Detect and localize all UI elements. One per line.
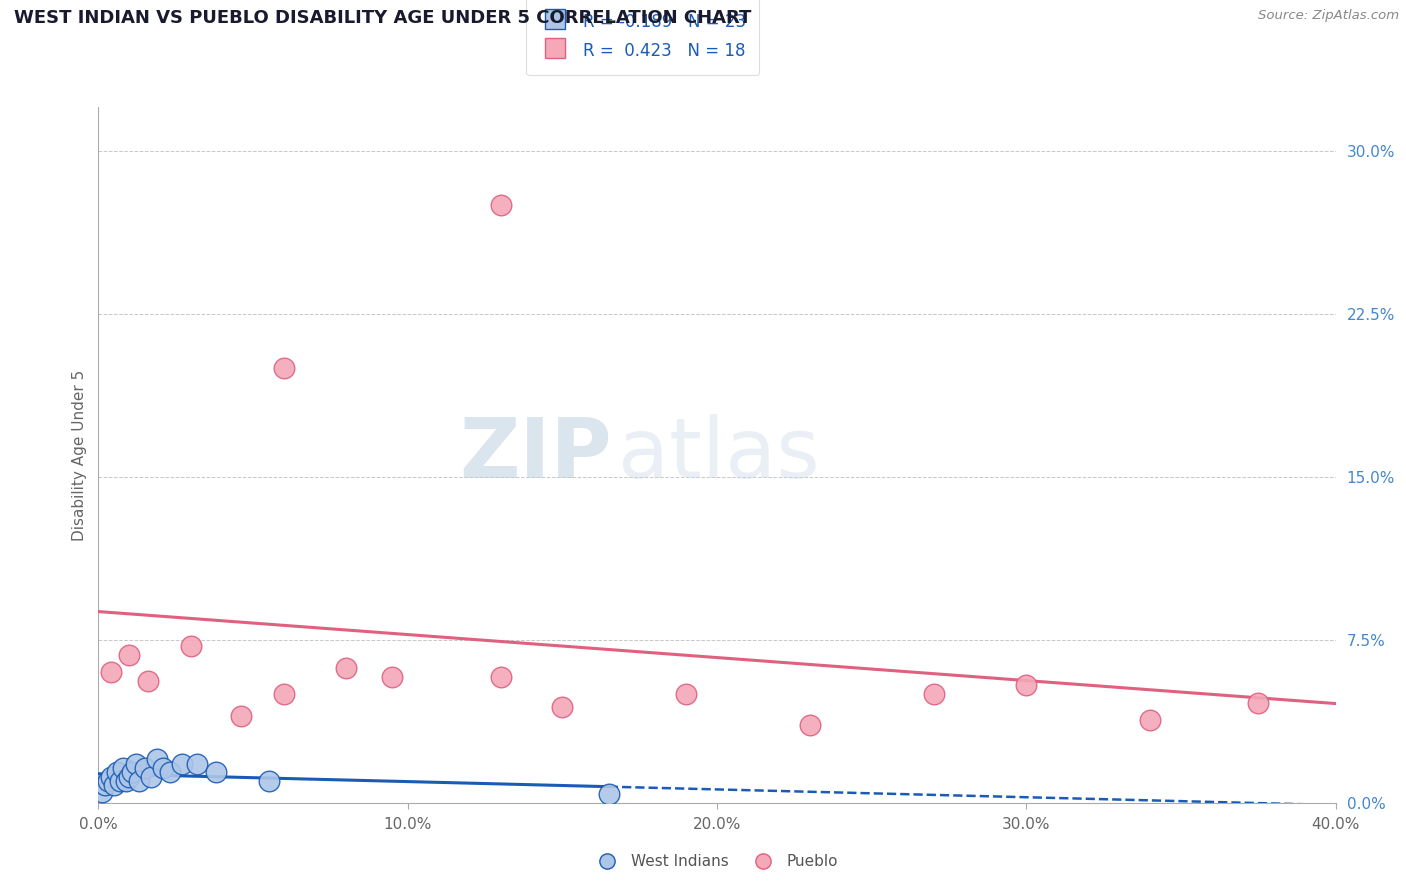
Text: WEST INDIAN VS PUEBLO DISABILITY AGE UNDER 5 CORRELATION CHART: WEST INDIAN VS PUEBLO DISABILITY AGE UND… (14, 9, 751, 27)
Legend: West Indians, Pueblo: West Indians, Pueblo (589, 848, 845, 875)
Point (118, 770, 141, 784)
Point (675, 687, 697, 701)
Point (799, 717, 821, 731)
Y-axis label: Disability Age Under 5: Disability Age Under 5 (72, 369, 87, 541)
Point (1015, 678, 1038, 692)
Point (229, 708, 252, 723)
Point (146, 752, 169, 766)
Point (100, 770, 122, 784)
Point (273, 687, 295, 701)
Point (121, 765, 143, 780)
Point (170, 756, 193, 771)
Point (124, 756, 146, 771)
Point (115, 774, 138, 789)
Point (489, 670, 512, 684)
Point (103, 778, 125, 792)
Point (108, 774, 131, 789)
Point (186, 756, 208, 771)
Point (152, 761, 174, 775)
Text: ZIP: ZIP (460, 415, 612, 495)
Point (205, 765, 228, 780)
Point (97, 774, 120, 789)
Point (128, 774, 150, 789)
Point (134, 761, 156, 775)
Point (136, 674, 159, 689)
Point (139, 770, 162, 784)
Text: atlas: atlas (619, 415, 820, 495)
Point (598, 787, 620, 801)
Point (118, 648, 141, 662)
Point (112, 761, 135, 775)
Point (105, 765, 128, 780)
Point (1139, 713, 1161, 727)
Point (180, 639, 202, 653)
Point (381, 670, 404, 684)
Text: Source: ZipAtlas.com: Source: ZipAtlas.com (1258, 9, 1399, 22)
Point (1247, 696, 1270, 710)
Point (159, 765, 181, 780)
Point (335, 661, 357, 675)
Point (922, 687, 945, 701)
Point (257, 774, 280, 789)
Point (273, 360, 295, 375)
Point (489, 198, 512, 212)
Point (100, 665, 122, 680)
Point (551, 700, 574, 714)
Point (93, 778, 115, 792)
Point (90, 785, 112, 799)
